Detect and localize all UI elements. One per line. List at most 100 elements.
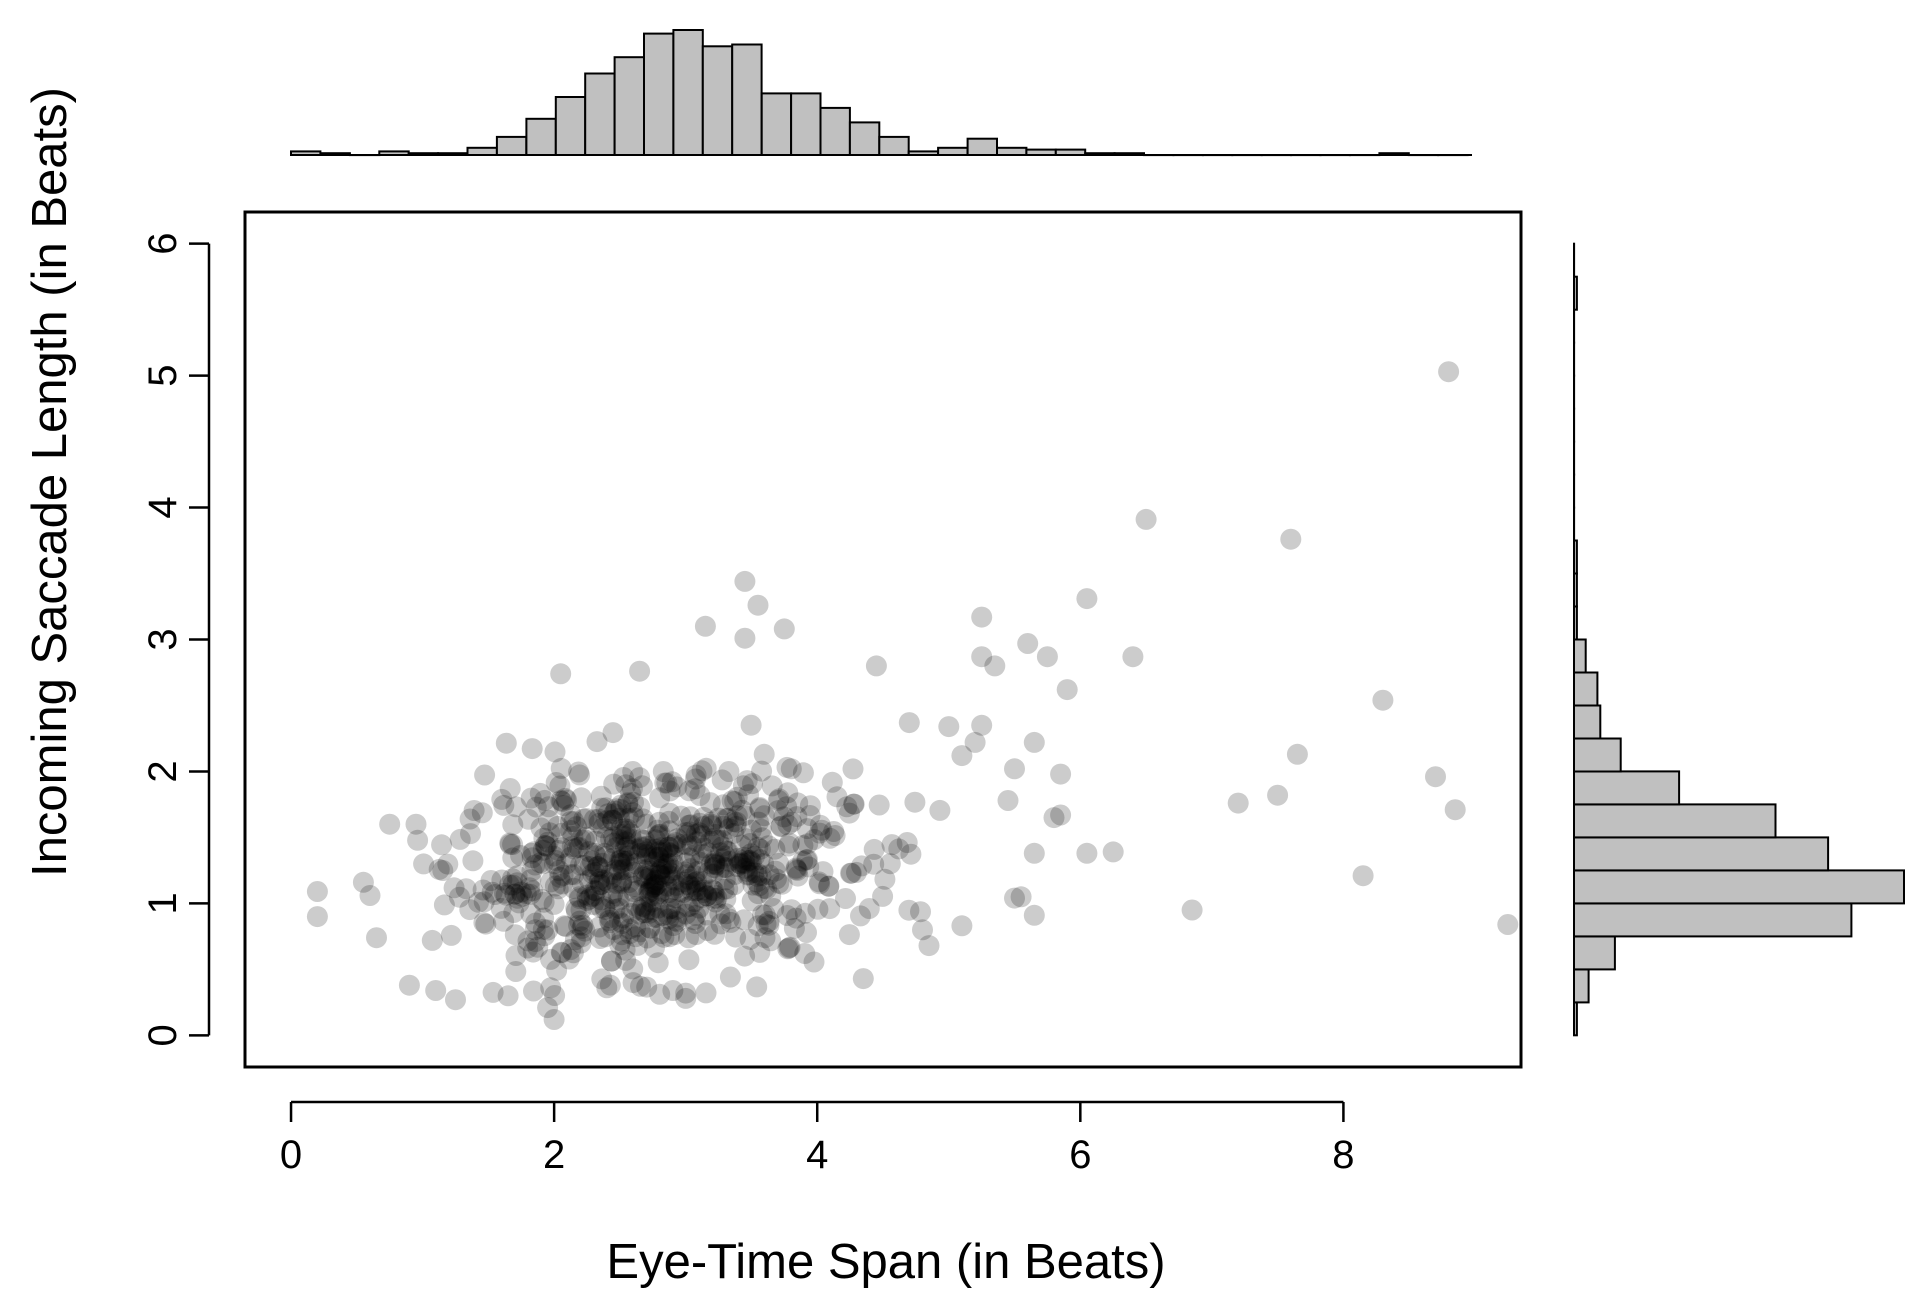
scatter-point [809,814,831,836]
scatter-point [910,901,931,923]
scatter-point [575,808,597,829]
scatter-point [520,903,542,925]
scatter-point [493,794,515,816]
scatter-point [643,873,664,895]
scatter-point [683,844,705,866]
scatter-point [664,924,686,946]
scatter-point [590,897,612,919]
scatter-point [821,771,843,793]
scatter-point [627,934,649,956]
scatter-point [540,948,562,970]
scatter-point [721,790,743,812]
scatter-point [595,826,617,848]
scatter-point [843,793,865,815]
scatter-point [796,848,818,870]
scatter-point [704,850,726,872]
scatter-point [633,829,655,851]
scatter-point [997,790,1019,811]
scatter-point [611,824,633,845]
scatter-point [621,778,643,800]
scatter-point [560,804,582,826]
scatter-point [635,843,657,865]
scatter-point [510,845,532,866]
x-histogram-bar [701,45,734,156]
scatter-point [617,850,639,872]
scatter-point [511,885,533,907]
scatter-point [629,660,651,682]
scatter-point [737,850,759,872]
scatter-point [550,790,572,812]
scatter-point [738,864,760,886]
scatter-point [879,853,901,875]
scatter-point [703,857,725,878]
scatter-point [638,902,660,924]
scatter-point [758,835,779,857]
scatter-point [494,882,515,904]
scatter-point [628,903,650,925]
scatter-point [583,809,605,831]
y-histogram-bar [1573,770,1681,806]
scatter-point [594,842,616,864]
scatter-point [658,908,680,930]
scatter-point [912,919,933,941]
scatter-point [796,818,818,840]
scatter-point [863,853,885,875]
scatter-point [736,860,758,882]
scatter-point [780,758,802,780]
scatter-point [835,888,856,909]
scatter-point [1050,804,1072,826]
scatter-point [590,889,612,911]
x-histogram-bar [996,146,1028,157]
scatter-point [569,910,591,932]
scatter-point [1372,689,1394,711]
scatter-point [625,853,647,874]
scatter-point [758,914,780,936]
scatter-point [812,861,834,883]
scatter-point [599,974,621,996]
scatter-point [743,862,765,884]
scatter-point [679,821,701,843]
scatter-point [562,826,584,847]
scatter-point [904,791,926,813]
scatter-point [611,871,633,893]
scatter-point [609,807,630,829]
scatter-point [776,756,798,778]
scatter-point [586,731,608,753]
scatter-point [640,877,662,899]
scatter-point [819,898,841,920]
scatter-point [838,802,860,824]
scatter-point [691,871,713,893]
scatter-point [677,896,699,918]
x-histogram-bar [554,96,587,156]
scatter-point [701,815,723,837]
scatter-point [540,871,562,893]
scatter-point [676,834,698,856]
scatter-point [851,855,873,877]
scatter-point [691,760,713,782]
scatter-point [608,889,630,911]
scatter-point [621,828,642,850]
scatter-point [706,854,728,876]
scatter-point [521,860,543,882]
scatter-point [425,980,447,1001]
scatter-point [951,915,973,937]
scatter-point [1497,914,1519,935]
scatter-point [701,879,723,901]
scatter-point [656,772,678,794]
scatter-point [638,838,660,860]
scatter-point [703,827,725,849]
marginal-x-histogram [290,29,1472,157]
scatter-point [872,885,894,907]
scatter-point [449,828,471,850]
scatter-point [670,805,692,827]
scatter-point [699,830,721,852]
scatter-point [684,880,706,902]
scatter-point [560,939,582,960]
x-histogram-bar [584,72,616,156]
scatter-point [520,883,541,905]
scatter-point [462,850,484,872]
scatter-point [712,815,734,837]
scatter-point [704,852,726,874]
scatter-point [785,857,807,879]
scatter-point [610,872,632,894]
